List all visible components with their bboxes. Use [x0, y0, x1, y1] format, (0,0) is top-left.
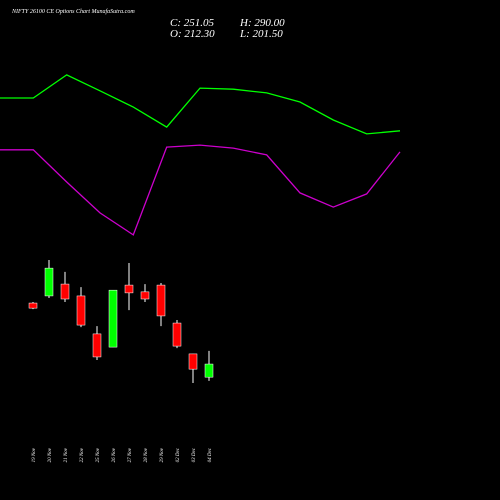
chart-title: NIFTY 26100 CE Options Chart MunafaSutra… [11, 8, 135, 15]
x-tick-label: 22 Nov [80, 447, 85, 462]
candle-body [204, 363, 214, 378]
x-tick-label: 03 Dec [192, 447, 197, 462]
close-label: C: 251.05 [170, 17, 215, 29]
open-label: O: 212.30 [170, 28, 215, 40]
candle-body [156, 284, 166, 317]
x-tick-label: 26 Nov [112, 447, 117, 462]
high-label: H: 290.00 [239, 17, 285, 29]
candle-body [124, 284, 134, 294]
x-tick-label: 02 Dec [176, 447, 181, 462]
candle-body [76, 295, 86, 326]
candle-body [172, 322, 182, 347]
candle-body [60, 283, 70, 300]
candle-body [28, 302, 38, 309]
indicator-line [0, 144, 401, 236]
x-tick-label: 29 Nov [160, 447, 165, 462]
x-tick-label: 25 Nov [96, 447, 101, 462]
candle-body [140, 291, 150, 300]
low-label: L: 201.50 [239, 28, 283, 40]
candle-body [44, 267, 54, 297]
candle-body [92, 333, 102, 358]
x-tick-label: 27 Nov [128, 447, 133, 462]
indicator-line [0, 74, 401, 135]
x-tick-label: 28 Nov [144, 447, 149, 462]
candle-body [188, 353, 198, 370]
x-tick-label: 04 Dec [208, 447, 213, 462]
x-tick-label: 21 Nov [64, 447, 69, 462]
x-tick-label: 19 Nov [32, 447, 37, 462]
candle-body [108, 289, 118, 348]
x-tick-label: 20 Nov [48, 447, 53, 462]
